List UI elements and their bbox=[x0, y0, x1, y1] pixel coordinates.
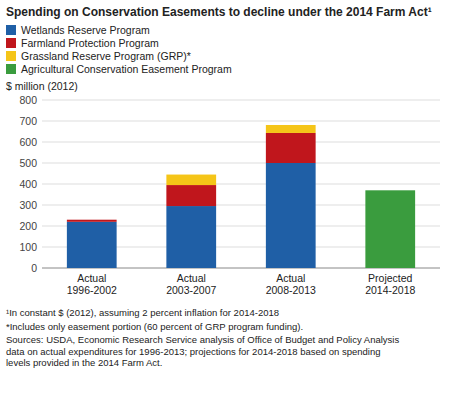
legend-swatch bbox=[6, 51, 16, 61]
x-tick-label: Actual2008-2013 bbox=[266, 272, 316, 296]
legend-label: Agricultural Conservation Easement Progr… bbox=[21, 63, 232, 75]
chart: Spending on Conservation Easements to de… bbox=[0, 0, 450, 407]
legend-label: Grassland Reserve Program (GRP)* bbox=[21, 50, 191, 62]
footnote: *Includes only easement portion (60 perc… bbox=[6, 321, 303, 332]
footnote: ¹In constant $ (2012), assuming 2 percen… bbox=[6, 307, 279, 318]
x-tick-label: Projected2014-2018 bbox=[365, 272, 415, 296]
legend-swatch bbox=[6, 25, 16, 35]
bar-segment bbox=[365, 190, 415, 268]
y-axis-label: $ million (2012) bbox=[6, 80, 78, 92]
grid-line bbox=[42, 100, 440, 101]
bar-segment bbox=[67, 219, 117, 220]
grid-line bbox=[42, 142, 440, 143]
bar-segment bbox=[166, 175, 216, 186]
footnote: Sources: USDA, Economic Research Service… bbox=[6, 334, 399, 368]
bar-segment bbox=[67, 219, 117, 220]
title: Spending on Conservation Easements to de… bbox=[6, 5, 432, 19]
grid bbox=[42, 100, 440, 268]
y-tick-label: 400 bbox=[19, 178, 37, 190]
bar-segment bbox=[67, 220, 117, 222]
bar-segment bbox=[67, 222, 117, 268]
x-tick-label: Actual2003-2007 bbox=[166, 272, 216, 296]
legend: Wetlands Reserve ProgramFarmland Protect… bbox=[6, 24, 232, 75]
y-tick-label: 200 bbox=[19, 220, 37, 232]
bar-segment bbox=[166, 185, 216, 206]
y-tick-label: 700 bbox=[19, 115, 37, 127]
bar-segment bbox=[266, 163, 316, 268]
grid-line bbox=[42, 121, 440, 122]
bars bbox=[67, 125, 415, 268]
legend-label: Wetlands Reserve Program bbox=[21, 24, 150, 36]
legend-swatch bbox=[6, 38, 16, 48]
y-tick-label: 0 bbox=[31, 262, 37, 274]
legend-label: Farmland Protection Program bbox=[21, 37, 159, 49]
y-tick-label: 500 bbox=[19, 157, 37, 169]
x-tick-label: Actual1996-2002 bbox=[67, 272, 117, 296]
grid-line bbox=[42, 163, 440, 164]
bar-segment bbox=[266, 124, 316, 125]
bar-segment bbox=[166, 174, 216, 175]
y-tick-label: 300 bbox=[19, 199, 37, 211]
legend-swatch bbox=[6, 64, 16, 74]
bar-segment bbox=[166, 206, 216, 268]
bar-segment bbox=[266, 125, 316, 133]
y-tick-label: 600 bbox=[19, 136, 37, 148]
y-tick-label: 800 bbox=[19, 94, 37, 106]
bar-segment bbox=[266, 133, 316, 163]
grid-line bbox=[42, 184, 440, 185]
y-tick-label: 100 bbox=[19, 241, 37, 253]
